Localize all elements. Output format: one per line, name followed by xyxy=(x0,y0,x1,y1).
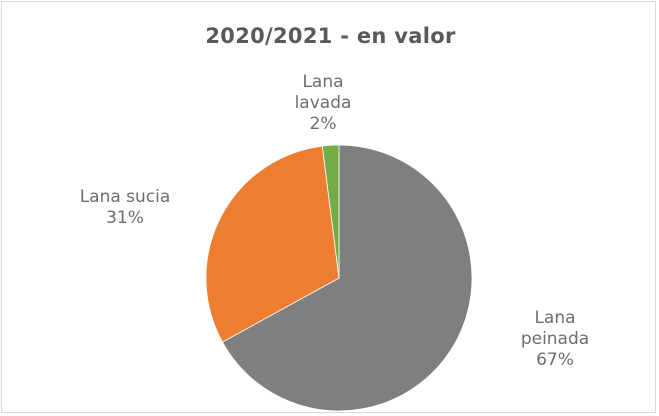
slice-label-lana-lavada: Lana lavada 2% xyxy=(283,72,363,135)
pie-slice-lana-peinada xyxy=(221,144,473,412)
slice-percent: 2% xyxy=(309,114,337,134)
slice-percent: 67% xyxy=(536,350,574,370)
slice-percent: 31% xyxy=(106,208,144,228)
slice-label-lana-peinada: Lana peinada 67% xyxy=(510,308,600,371)
slice-name-line: Lana xyxy=(302,72,344,92)
slice-name-line: peinada xyxy=(520,329,590,349)
slice-name-line: lavada xyxy=(294,93,352,113)
slice-label-lana-sucia: Lana sucia 31% xyxy=(70,187,180,229)
slice-name-line: Lana xyxy=(534,308,576,328)
pie-slice-lana-lavada xyxy=(321,144,340,279)
chart-title: 2020/2021 - en valor xyxy=(205,24,456,48)
slice-name-line: Lana sucia xyxy=(79,187,171,207)
pie-slice-lana-sucia xyxy=(205,145,340,343)
